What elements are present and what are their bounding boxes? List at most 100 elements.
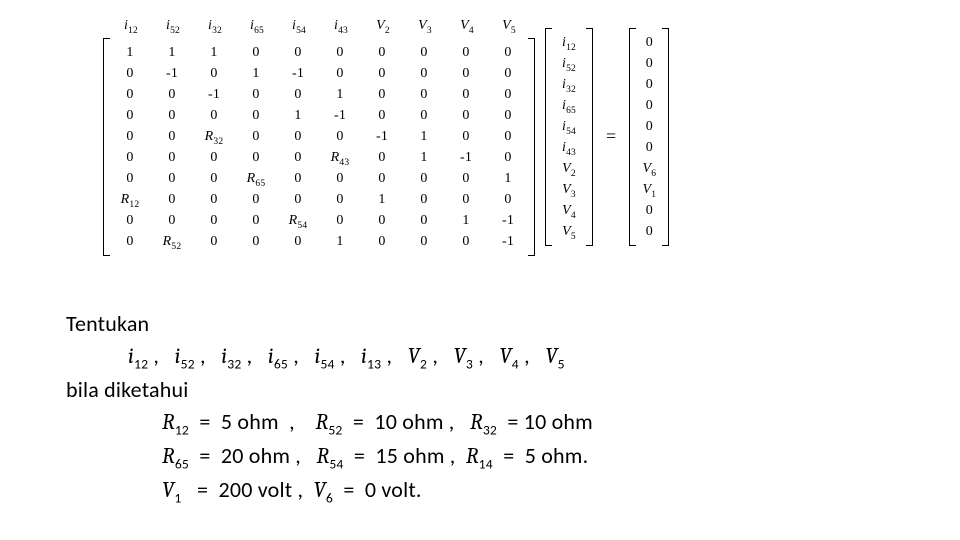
vector-cell: V4	[551, 200, 587, 221]
header-cell: i43	[320, 18, 362, 36]
matrix-cell: 0	[319, 42, 361, 63]
header-cell: V4	[446, 18, 488, 36]
header-cell: i52	[152, 18, 194, 36]
matrix-cell: -1	[361, 126, 403, 147]
matrix-cell: 0	[109, 105, 151, 126]
bracket-icon	[587, 28, 596, 246]
matrix-cell: 0	[361, 231, 403, 252]
vector-cell: 0	[635, 95, 663, 116]
vector-cell: i32	[551, 74, 587, 95]
matrix-cell: 0	[277, 168, 319, 189]
problem-text: Tentukani12 , i52 , i32 , i65 , i54 , i1…	[66, 308, 593, 508]
matrix-cell: 0	[151, 210, 193, 231]
vector-cell: 0	[635, 74, 663, 95]
text-line: Tentukan	[66, 308, 593, 340]
matrix-cell: 0	[445, 231, 487, 252]
matrix-cell: R43	[319, 147, 361, 168]
matrix-cell: -1	[193, 84, 235, 105]
matrix-cell: 0	[109, 168, 151, 189]
matrix-cell: 0	[361, 84, 403, 105]
matrix-cell: 0	[193, 189, 235, 210]
matrix-cell: 0	[193, 63, 235, 84]
matrix-cell: 0	[235, 126, 277, 147]
matrix-cell: 0	[361, 147, 403, 168]
matrix-cell: 0	[319, 63, 361, 84]
matrix-cell: 1	[151, 42, 193, 63]
matrix-cell: 1	[235, 63, 277, 84]
vector-cell: V6	[635, 158, 663, 179]
matrix-cell: 0	[109, 147, 151, 168]
matrix-cell: 0	[277, 84, 319, 105]
bracket-icon	[100, 38, 109, 256]
matrix-cell: 1	[277, 105, 319, 126]
text-line: R65 = 20 ohm , R54 = 15 ohm , R14 = 5 oh…	[66, 440, 593, 474]
matrix-cell: 0	[445, 126, 487, 147]
matrix-cell: 0	[235, 105, 277, 126]
vector-cell: i43	[551, 137, 587, 158]
vector-cell: i65	[551, 95, 587, 116]
matrix-cell: 1	[403, 147, 445, 168]
matrix-cell: 0	[235, 189, 277, 210]
matrix-cell: 0	[487, 189, 529, 210]
matrix-cell: 1	[403, 126, 445, 147]
matrix-cell: 0	[193, 168, 235, 189]
matrix-cell: 1	[109, 42, 151, 63]
vector-cell: 0	[635, 32, 663, 53]
vector-x-grid: i12i52i32i65i54i43V2V3V4V5	[551, 28, 587, 246]
matrix-cell: 1	[319, 231, 361, 252]
matrix-cell: 1	[445, 210, 487, 231]
matrix-cell: 0	[193, 231, 235, 252]
vector-cell: i54	[551, 116, 587, 137]
header-cell: V5	[488, 18, 530, 36]
matrix-A-block: i12i52i32i65i54i43V2V3V4V5 11100000000-1…	[100, 18, 538, 256]
matrix-cell: 0	[109, 231, 151, 252]
matrix-A-grid: 11100000000-101-10000000-1001000000001-1…	[109, 38, 529, 256]
matrix-cell: 0	[109, 84, 151, 105]
matrix-cell: 0	[277, 189, 319, 210]
header-cell: i12	[110, 18, 152, 36]
matrix-cell: R54	[277, 210, 319, 231]
text-line: bila diketahui	[66, 374, 593, 406]
matrix-cell: 0	[403, 105, 445, 126]
text-line: V1 = 200 volt , V6 = 0 volt.	[66, 474, 593, 508]
vector-cell: V1	[635, 179, 663, 200]
header-cell: V2	[362, 18, 404, 36]
matrix-cell: 0	[319, 210, 361, 231]
matrix-cell: 0	[319, 168, 361, 189]
text-line: R12 = 5 ohm , R52 = 10 ohm , R32 = 10 oh…	[66, 406, 593, 440]
matrix-cell: 0	[235, 84, 277, 105]
vector-cell: 0	[635, 53, 663, 74]
matrix-cell: 0	[361, 210, 403, 231]
matrix-cell: -1	[277, 63, 319, 84]
matrix-cell: 0	[277, 42, 319, 63]
matrix-cell: 0	[193, 147, 235, 168]
vector-cell: 0	[635, 221, 663, 242]
matrix-cell: R12	[109, 189, 151, 210]
matrix-cell: 0	[487, 105, 529, 126]
matrix-cell: R65	[235, 168, 277, 189]
matrix-cell: 0	[193, 105, 235, 126]
matrix-cell: 0	[361, 105, 403, 126]
vector-cell: 0	[635, 200, 663, 221]
header-cell: i54	[278, 18, 320, 36]
vector-cell: V3	[551, 179, 587, 200]
vector-b-grid: 000000V6V100	[635, 28, 663, 246]
matrix-cell: 0	[235, 147, 277, 168]
matrix-cell: 0	[319, 126, 361, 147]
matrix-cell: 0	[445, 168, 487, 189]
vector-cell: i52	[551, 53, 587, 74]
matrix-A: 11100000000-101-10000000-1001000000001-1…	[100, 38, 538, 256]
matrix-cell: 0	[361, 168, 403, 189]
matrix-cell: 0	[445, 63, 487, 84]
equals-sign: =	[606, 126, 616, 147]
matrix-cell: 1	[193, 42, 235, 63]
matrix-cell: 0	[445, 189, 487, 210]
matrix-cell: 0	[151, 168, 193, 189]
matrix-cell: 0	[235, 231, 277, 252]
matrix-equation: i12i52i32i65i54i43V2V3V4V5 11100000000-1…	[100, 18, 672, 256]
matrix-cell: 0	[487, 84, 529, 105]
matrix-cell: 0	[361, 63, 403, 84]
matrix-cell: -1	[151, 63, 193, 84]
matrix-cell: -1	[445, 147, 487, 168]
matrix-cell: 0	[403, 231, 445, 252]
